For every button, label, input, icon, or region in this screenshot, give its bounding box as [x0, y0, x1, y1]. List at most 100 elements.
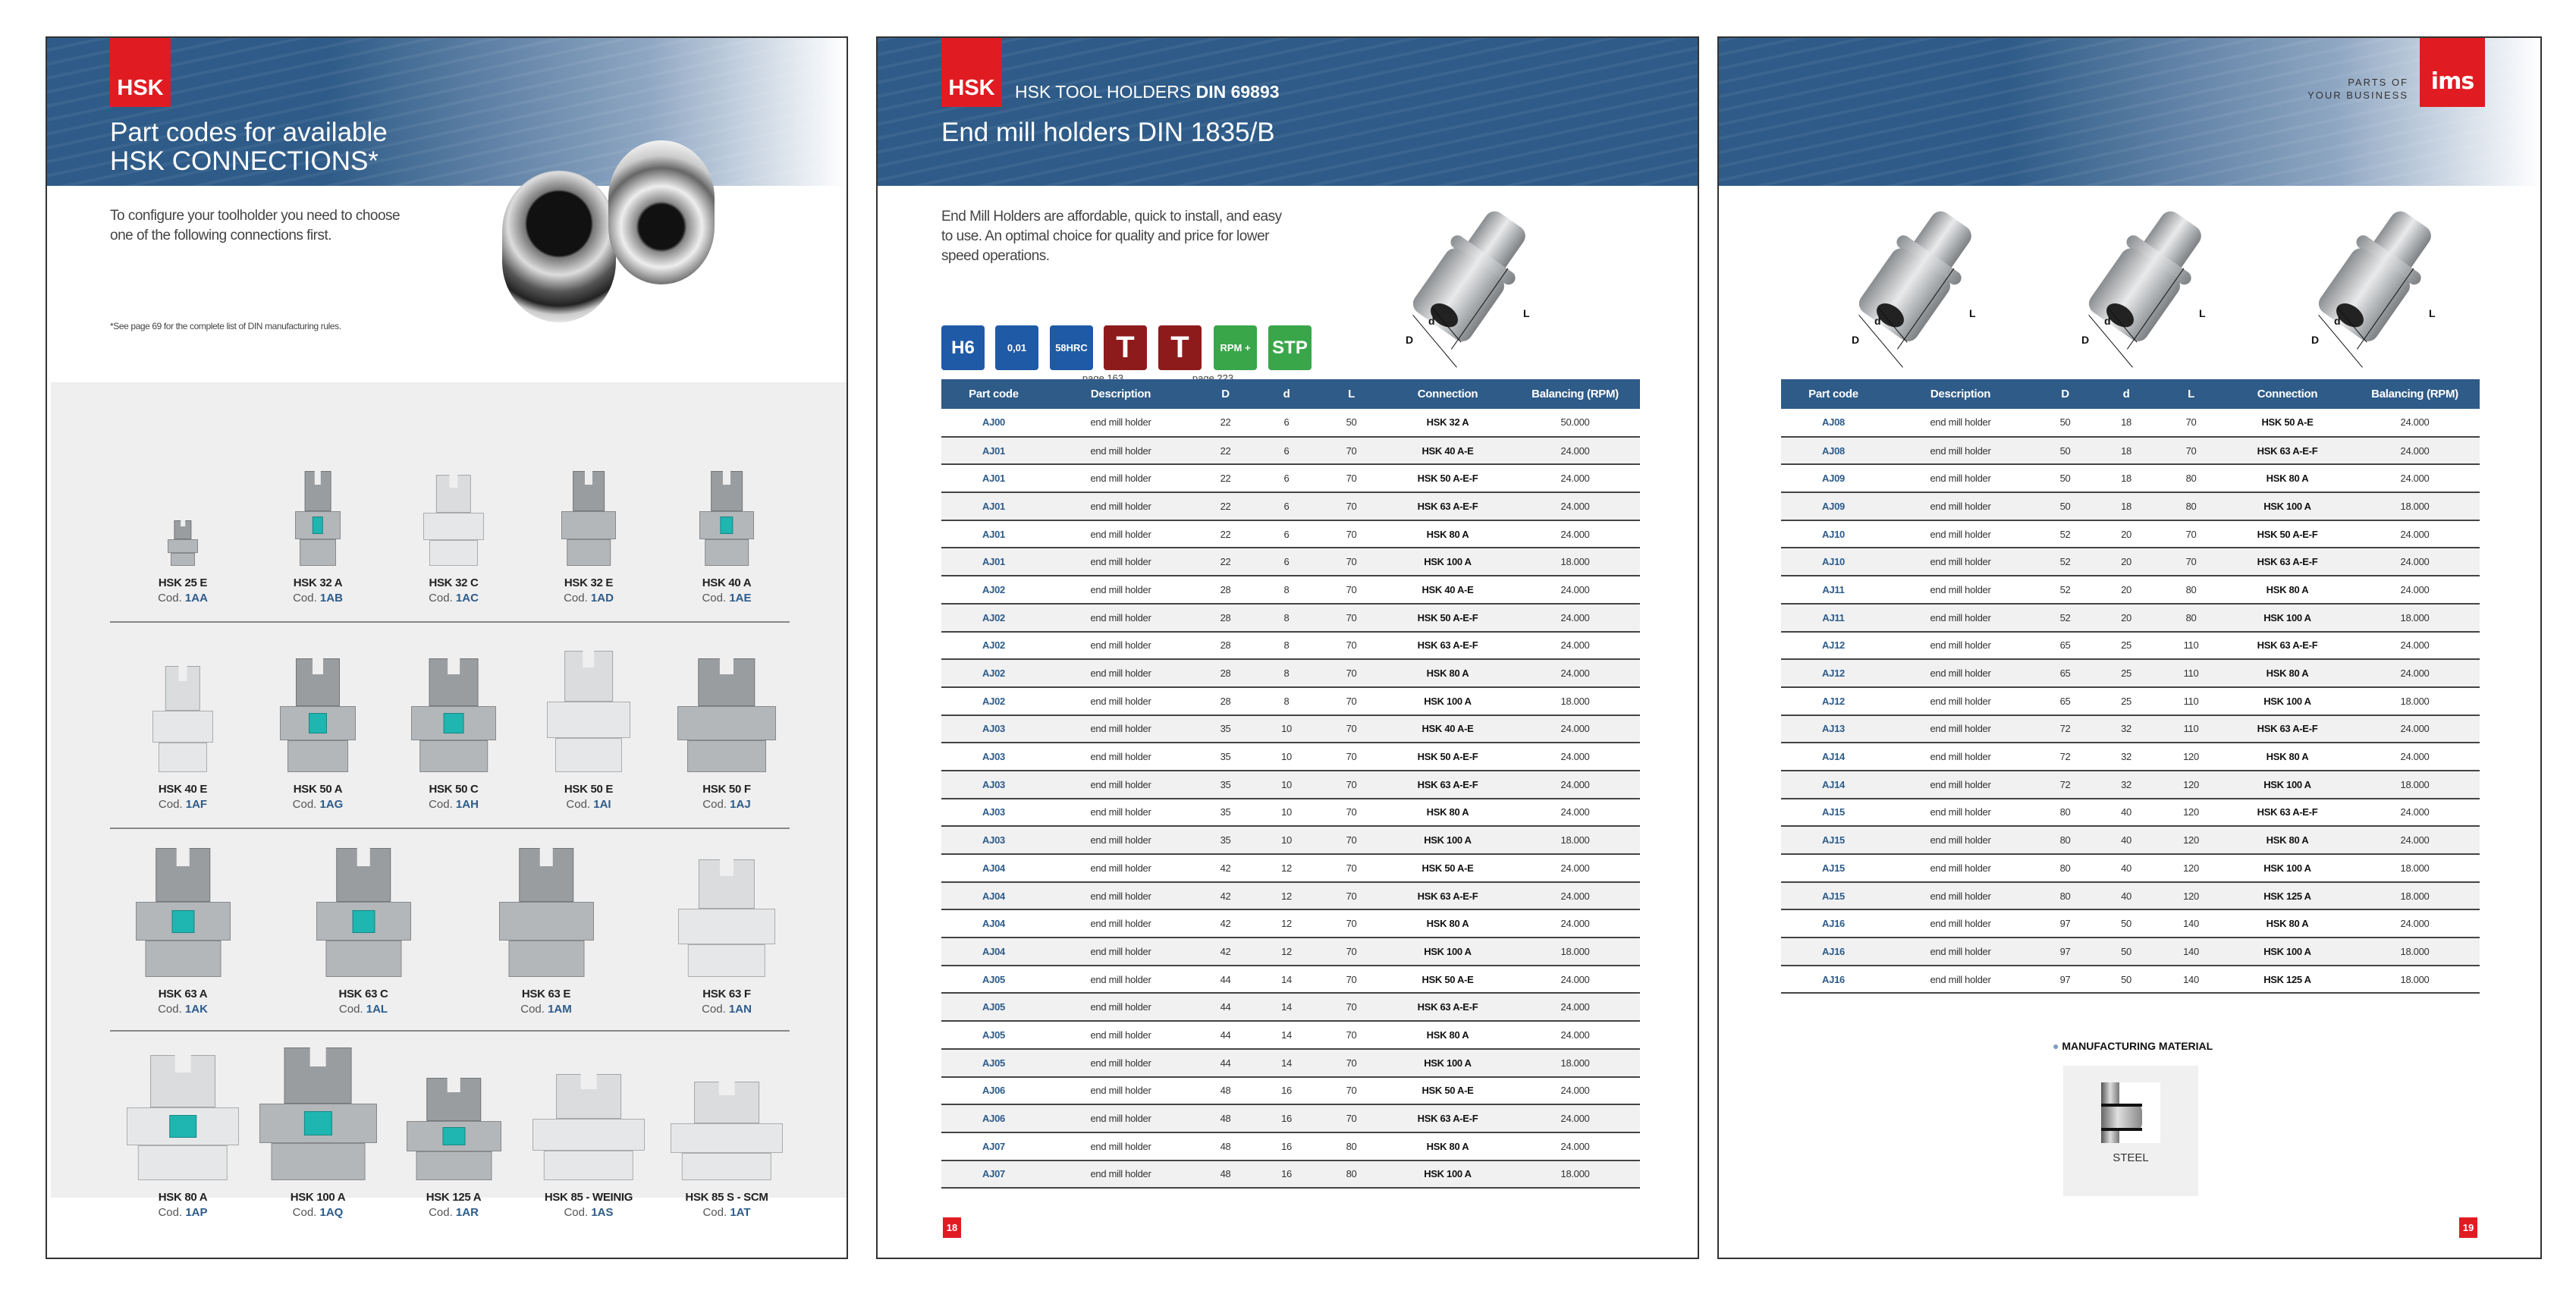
connection-item[interactable]: HSK 25 E Cod. 1AA: [115, 458, 251, 611]
connection-item[interactable]: HSK 40 A Cod. 1AE: [658, 458, 795, 611]
part-code-cell[interactable]: AJ06: [941, 1076, 1046, 1106]
connection-item[interactable]: HSK 63 C Cod. 1AL: [295, 848, 432, 1022]
connection-item[interactable]: HSK 100 A Cod. 1AQ: [250, 1047, 386, 1225]
part-code-cell[interactable]: AJ05: [941, 1048, 1046, 1078]
part-code-cell[interactable]: AJ02: [941, 659, 1046, 688]
connection-item[interactable]: HSK 50 F Cod. 1AJ: [658, 658, 795, 817]
part-code-cell[interactable]: AJ08: [1781, 409, 1886, 438]
balancing-rpm-cell: 24.000: [1510, 603, 1640, 633]
connection-item[interactable]: HSK 80 A Cod. 1AP: [115, 1054, 251, 1225]
description-cell: end mill holder: [1886, 938, 2035, 966]
length-L-cell: 140: [2157, 965, 2225, 994]
part-code-cell[interactable]: AJ12: [1781, 686, 1886, 716]
connection-item[interactable]: HSK 32 C Cod. 1AC: [385, 458, 522, 611]
connection-item[interactable]: HSK 85 S - SCM Cod. 1AT: [658, 1054, 795, 1225]
part-code-cell[interactable]: AJ12: [1781, 659, 1886, 688]
part-code-cell[interactable]: AJ02: [941, 686, 1046, 716]
part-code-cell[interactable]: AJ09: [1781, 464, 1886, 494]
connection-item[interactable]: HSK 32 A Cod. 1AB: [250, 458, 386, 611]
part-code-cell[interactable]: AJ14: [1781, 743, 1886, 771]
part-code-cell[interactable]: AJ04: [941, 909, 1046, 939]
part-code-cell[interactable]: AJ03: [941, 715, 1046, 744]
connection-item[interactable]: HSK 40 E Cod. 1AF: [115, 666, 251, 817]
tagline-line: YOUR BUSINESS: [2307, 90, 2408, 101]
part-code-cell[interactable]: AJ16: [1781, 938, 1886, 966]
column-header[interactable]: d: [1255, 379, 1318, 409]
part-code-cell[interactable]: AJ03: [941, 826, 1046, 855]
part-code-cell[interactable]: AJ03: [941, 798, 1046, 828]
part-code-cell[interactable]: AJ07: [941, 1132, 1046, 1161]
connection-item[interactable]: HSK 50 C Cod. 1AH: [385, 658, 522, 817]
hsk-connections-photo: [495, 125, 737, 338]
part-code-cell[interactable]: AJ11: [1781, 603, 1886, 633]
part-code-cell[interactable]: AJ13: [1781, 715, 1886, 744]
part-code-cell[interactable]: AJ02: [941, 603, 1046, 633]
diameter-d-cell: 20: [2095, 548, 2157, 577]
connection-cell: HSK 80 A: [2225, 576, 2350, 605]
description-cell: end mill holder: [1046, 881, 1195, 911]
column-header[interactable]: Balancing (RPM): [1510, 379, 1640, 409]
part-code-cell[interactable]: AJ01: [941, 492, 1046, 521]
connection-item[interactable]: HSK 50 E Cod. 1AI: [520, 651, 657, 817]
connection-item[interactable]: HSK 125 A Cod. 1AR: [385, 1054, 522, 1225]
part-code-cell[interactable]: AJ05: [941, 965, 1046, 994]
column-header[interactable]: Connection: [2225, 379, 2350, 409]
part-code-cell[interactable]: AJ02: [941, 631, 1046, 661]
column-header[interactable]: L: [2157, 379, 2225, 409]
connection-cell: HSK 100 A: [2225, 938, 2350, 966]
connection-code: Cod. 1AQ: [250, 1206, 386, 1219]
column-header[interactable]: D: [2035, 379, 2095, 409]
part-code-cell[interactable]: AJ04: [941, 938, 1046, 966]
column-header[interactable]: Balancing (RPM): [2350, 379, 2480, 409]
part-code-cell[interactable]: AJ16: [1781, 965, 1886, 994]
part-code-cell[interactable]: AJ08: [1781, 436, 1886, 466]
column-header[interactable]: d: [2095, 379, 2157, 409]
column-header[interactable]: Part code: [1781, 379, 1886, 409]
part-code-cell[interactable]: AJ01: [941, 520, 1046, 549]
connection-item[interactable]: HSK 63 E Cod. 1AM: [478, 848, 614, 1022]
cod-prefix: Cod.: [566, 798, 591, 811]
column-header[interactable]: Part code: [941, 379, 1046, 409]
part-code-cell[interactable]: AJ15: [1781, 854, 1886, 883]
connection-item[interactable]: HSK 32 E Cod. 1AD: [520, 458, 657, 611]
column-header[interactable]: L: [1318, 379, 1385, 409]
connection-item[interactable]: HSK 50 A Cod. 1AG: [250, 658, 386, 817]
part-code-cell[interactable]: AJ01: [941, 436, 1046, 466]
connection-item[interactable]: HSK 63 F Cod. 1AN: [658, 853, 795, 1022]
part-code-cell[interactable]: AJ07: [941, 1160, 1046, 1189]
description-cell: end mill holder: [1886, 436, 2035, 466]
part-code-cell[interactable]: AJ04: [941, 854, 1046, 883]
part-code-cell[interactable]: AJ15: [1781, 826, 1886, 855]
part-code-cell[interactable]: AJ11: [1781, 576, 1886, 605]
column-header[interactable]: Description: [1046, 379, 1195, 409]
part-code-cell[interactable]: AJ00: [941, 409, 1046, 438]
part-code-cell[interactable]: AJ05: [941, 993, 1046, 1022]
part-code-cell[interactable]: AJ04: [941, 881, 1046, 911]
part-code-cell[interactable]: AJ10: [1781, 520, 1886, 549]
column-header[interactable]: Description: [1886, 379, 2035, 409]
description-cell: end mill holder: [1046, 520, 1195, 549]
part-code-cell[interactable]: AJ15: [1781, 798, 1886, 828]
table-row: AJ03 end mill holder 35 10 70 HSK 63 A-E-F 24.…: [941, 770, 1640, 799]
part-code-cell[interactable]: AJ03: [941, 770, 1046, 799]
part-code-cell[interactable]: AJ05: [941, 1021, 1046, 1050]
part-code-cell[interactable]: AJ09: [1781, 492, 1886, 521]
part-code-cell[interactable]: AJ12: [1781, 631, 1886, 661]
connection-item[interactable]: HSK 85 - WEINIG Cod. 1AS: [520, 1054, 657, 1225]
part-code-cell[interactable]: AJ03: [941, 743, 1046, 771]
part-code-cell[interactable]: AJ06: [941, 1104, 1046, 1133]
table-row: AJ01 end mill holder 22 6 70 HSK 80 A 24.000: [941, 520, 1640, 549]
column-header[interactable]: D: [1195, 379, 1255, 409]
connection-item[interactable]: HSK 63 A Cod. 1AK: [115, 848, 251, 1022]
part-code-cell[interactable]: AJ15: [1781, 881, 1886, 911]
part-code-cell[interactable]: AJ14: [1781, 770, 1886, 799]
part-code-cell[interactable]: AJ10: [1781, 548, 1886, 577]
part-code-cell[interactable]: AJ01: [941, 548, 1046, 577]
column-header[interactable]: Connection: [1385, 379, 1510, 409]
balancing-rpm-cell: 24.000: [1510, 1076, 1640, 1106]
part-code-cell[interactable]: AJ16: [1781, 909, 1886, 939]
part-code-cell[interactable]: AJ01: [941, 464, 1046, 494]
part-code-cell[interactable]: AJ02: [941, 576, 1046, 605]
balancing-rpm-cell: 24.000: [1510, 576, 1640, 605]
